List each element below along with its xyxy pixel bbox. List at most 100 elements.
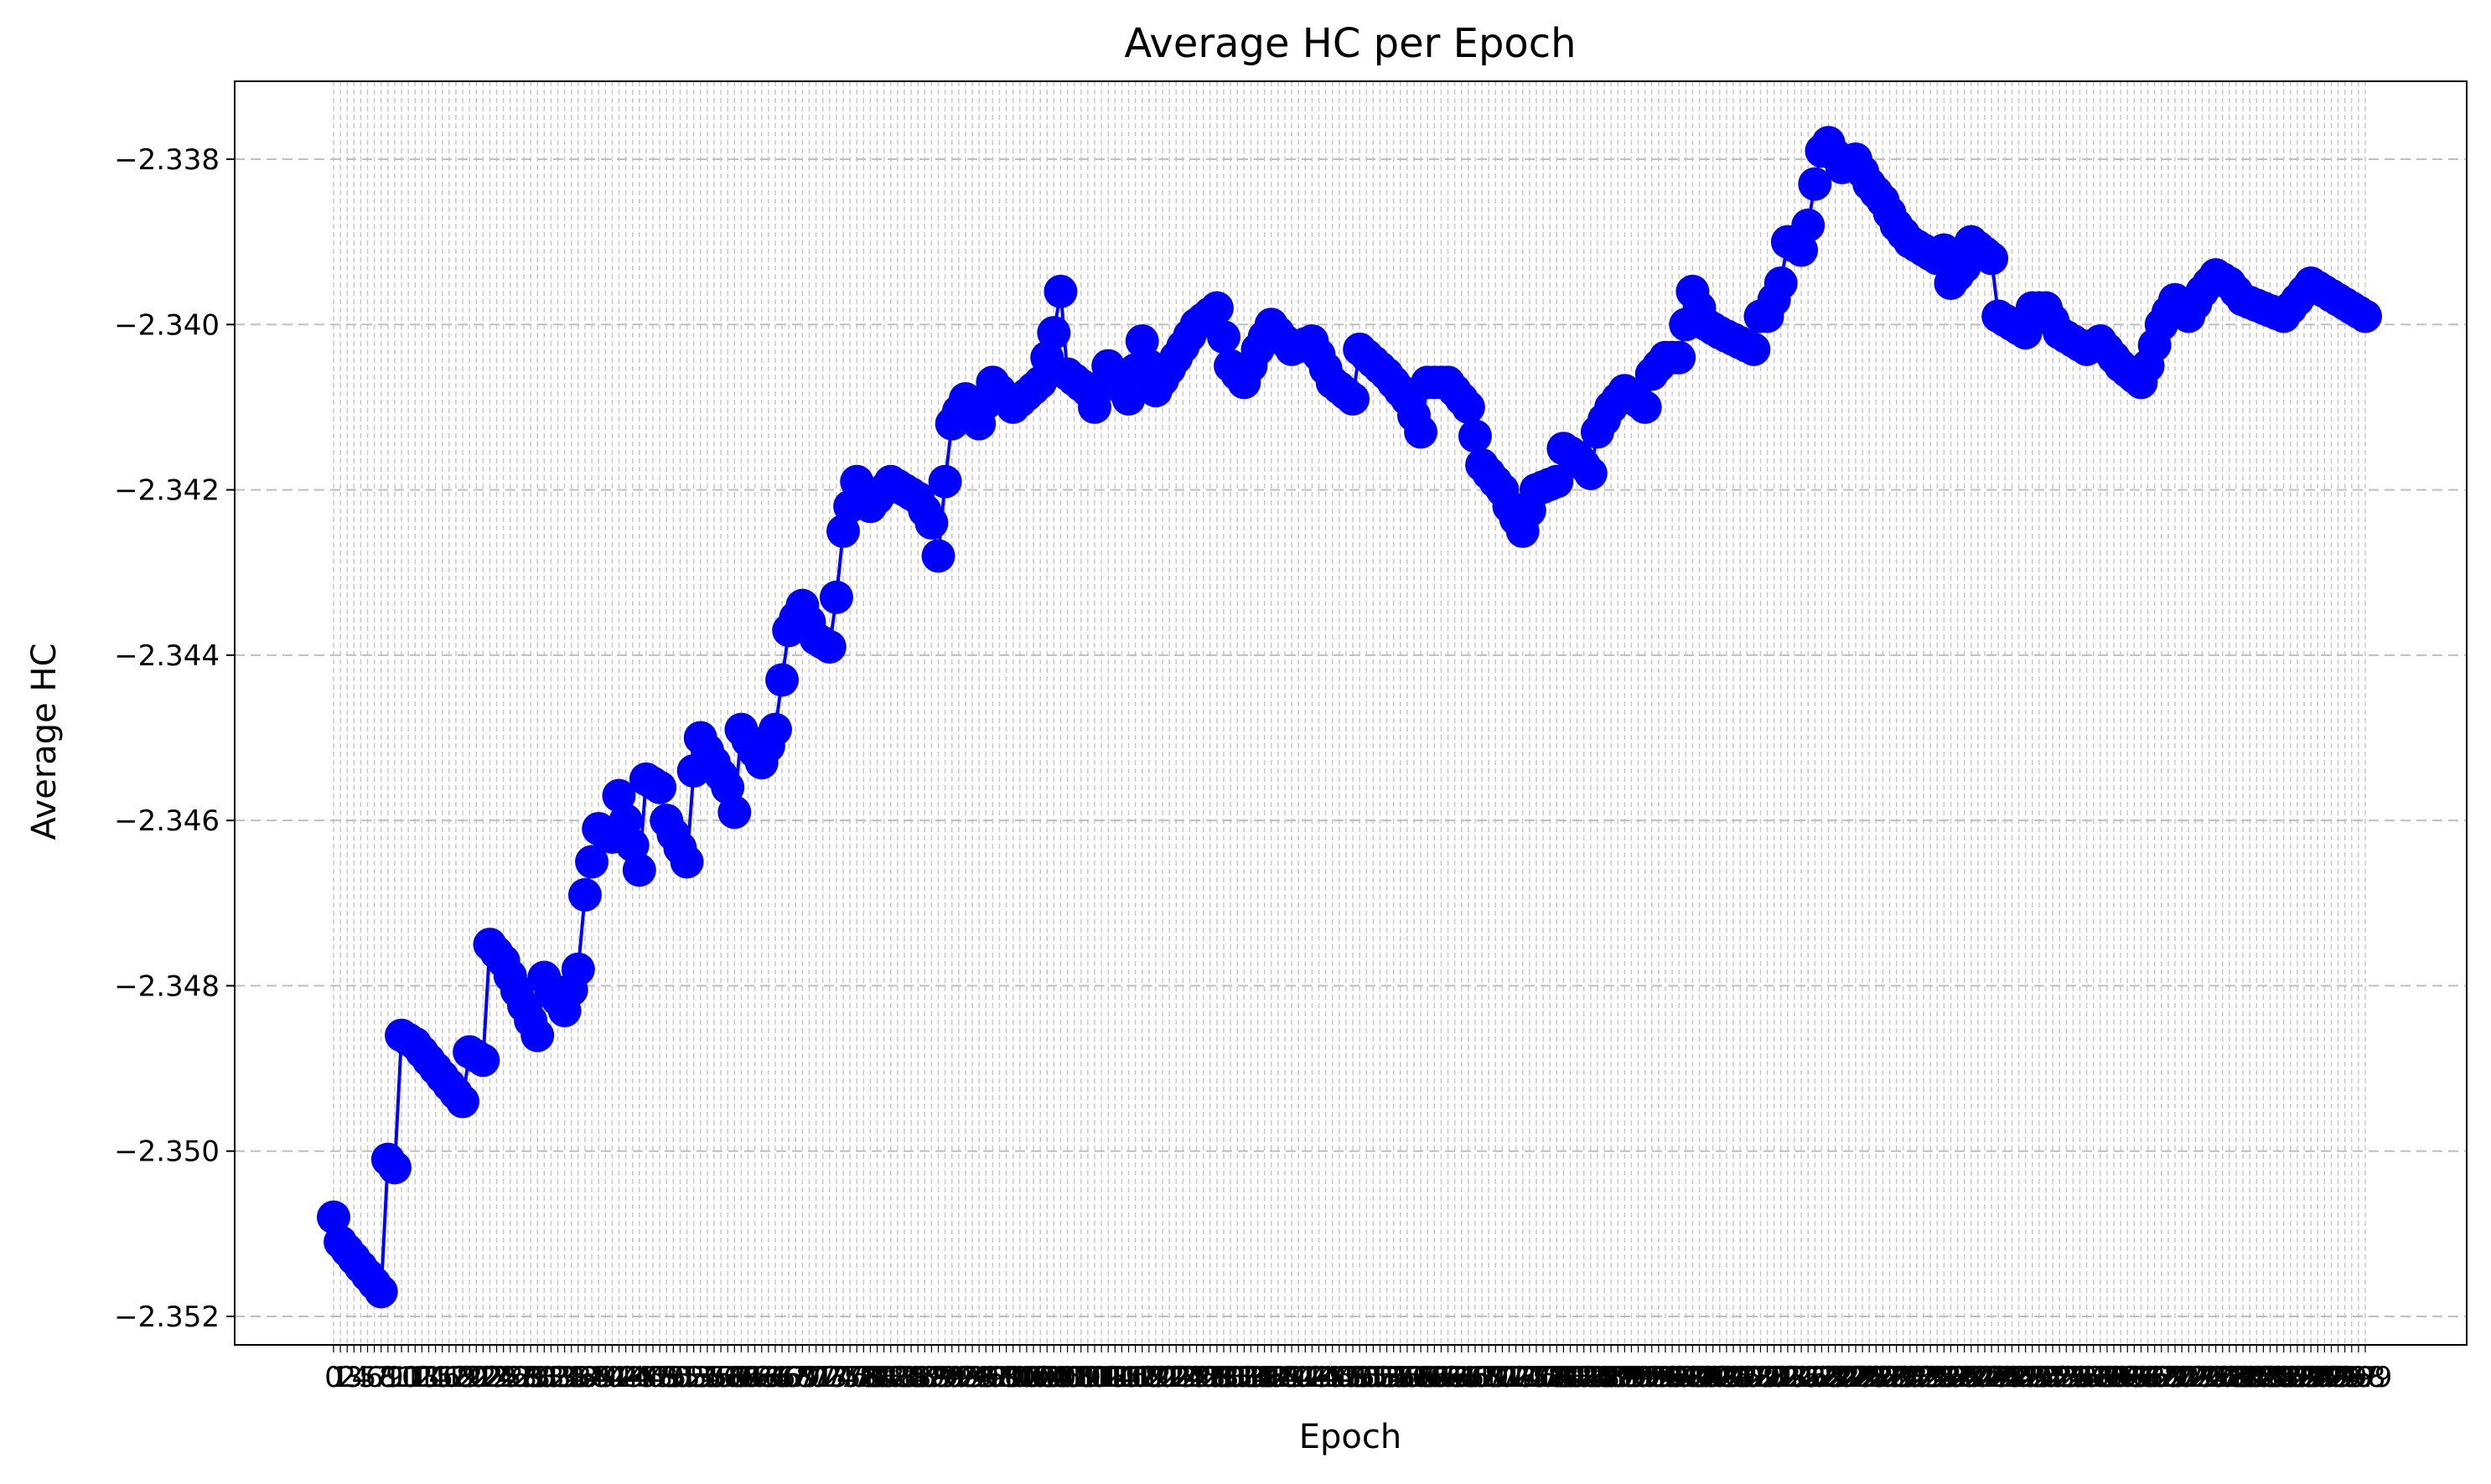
x-tick-label: 18: [438, 1361, 474, 1394]
x-tick-label: 109: [1047, 1361, 1101, 1394]
x-tick-label: 44: [614, 1361, 650, 1394]
x-tick-label: 88: [914, 1361, 950, 1394]
x-tick-label: 251: [2012, 1361, 2066, 1394]
x-tick-label: 216: [1774, 1361, 1829, 1394]
x-tick-label: 83: [879, 1361, 915, 1394]
x-tick-label: 24: [479, 1361, 515, 1394]
x-tick-label: 22: [465, 1361, 501, 1394]
x-tick-label: 143: [1278, 1361, 1333, 1394]
x-tick-label: 39: [581, 1361, 617, 1394]
data-point: [1763, 266, 1798, 300]
x-tick-label: 292: [2291, 1361, 2345, 1394]
x-tick-label: 61: [730, 1361, 766, 1394]
x-tick-label: 218: [1788, 1361, 1842, 1394]
x-tick-label: 36: [560, 1361, 596, 1394]
x-tick-label: 15: [417, 1361, 453, 1394]
x-tick-label: 85: [893, 1361, 929, 1394]
x-tick-label: 10: [383, 1361, 419, 1394]
x-tick-label: 169: [1455, 1361, 1510, 1394]
data-point: [1975, 241, 2009, 276]
x-tick-label: 57: [702, 1361, 738, 1394]
x-tick-label: 284: [2236, 1361, 2291, 1394]
x-tick-label: 162: [1407, 1361, 1462, 1394]
x-tick-label: 12: [397, 1361, 433, 1394]
x-tick-label: 125: [1156, 1361, 1210, 1394]
x-tick-label: 240: [1937, 1361, 1991, 1394]
x-tick-label: 183: [1550, 1361, 1604, 1394]
x-tick-label: 202: [1679, 1361, 1733, 1394]
x-tick-label: 233: [1889, 1361, 1944, 1394]
x-tick-label: 256: [2046, 1361, 2100, 1394]
x-tick-label: 232: [1882, 1361, 1937, 1394]
x-tick-label: 160: [1394, 1361, 1448, 1394]
x-tick-label: 149: [1318, 1361, 1373, 1394]
x-tick-label: 167: [1441, 1361, 1495, 1394]
chart-title: Average HC per Epoch: [1124, 20, 1576, 67]
x-tick-label: 166: [1434, 1361, 1489, 1394]
x-tick-label: 45: [621, 1361, 657, 1394]
x-tick-label: 101: [992, 1361, 1047, 1394]
x-tick-label: 159: [1387, 1361, 1442, 1394]
x-tick-label: 212: [1747, 1361, 1801, 1394]
x-tick-label: 81: [866, 1361, 902, 1394]
data-point: [575, 845, 609, 879]
x-tick-label: 234: [1897, 1361, 1951, 1394]
x-tick-label: 122: [1136, 1361, 1190, 1394]
x-tick-label: 280: [2209, 1361, 2264, 1394]
x-tick-label: 84: [886, 1361, 922, 1394]
x-tick-label: 199: [1659, 1361, 1713, 1394]
x-tick-label: 74: [818, 1361, 854, 1394]
x-tick-label: 242: [1950, 1361, 2005, 1394]
x-tick-label: 231: [1876, 1361, 1930, 1394]
x-tick-label: 181: [1536, 1361, 1591, 1394]
x-tick-label: 207: [1713, 1361, 1768, 1394]
x-tick-label: 63: [743, 1361, 779, 1394]
x-tick-label: 100: [986, 1361, 1040, 1394]
x-tick-label: 266: [2114, 1361, 2168, 1394]
x-tick-label: 274: [2168, 1361, 2223, 1394]
x-tick-label: 267: [2121, 1361, 2175, 1394]
x-tick-label: 138: [1244, 1361, 1298, 1394]
x-tick-label: 121: [1128, 1361, 1183, 1394]
x-tick-label: 32: [533, 1361, 569, 1394]
x-tick-label: 69: [785, 1361, 821, 1394]
x-tick-label: 205: [1699, 1361, 1753, 1394]
x-tick-label: 171: [1468, 1361, 1523, 1394]
x-tick-label: 80: [859, 1361, 895, 1394]
x-tick-label: 225: [1836, 1361, 1890, 1394]
x-tick-label: 272: [2155, 1361, 2209, 1394]
x-tick-label: 48: [642, 1361, 678, 1394]
x-tick-label: 127: [1169, 1361, 1224, 1394]
x-tick-label: 111: [1060, 1361, 1115, 1394]
x-tick-label: 79: [852, 1361, 888, 1394]
x-tick-label: 129: [1183, 1361, 1237, 1394]
x-tick-label: 114: [1081, 1361, 1136, 1394]
x-tick-label: 289: [2270, 1361, 2324, 1394]
x-tick-label: 55: [689, 1361, 725, 1394]
data-point: [670, 845, 704, 879]
x-tick-label: 228: [1856, 1361, 1910, 1394]
x-tick-label: 204: [1692, 1361, 1747, 1394]
x-tick-label: 168: [1448, 1361, 1503, 1394]
y-tick-label: −2.352: [114, 1300, 220, 1334]
x-tick-label: 66: [764, 1361, 800, 1394]
x-tick-label: 106: [1027, 1361, 1081, 1394]
x-tick-label: 31: [526, 1361, 562, 1394]
x-tick-label: 236: [1910, 1361, 1965, 1394]
x-tick-label: 99: [988, 1361, 1024, 1394]
x-tick-label: 219: [1794, 1361, 1849, 1394]
data-point: [1404, 415, 1438, 449]
x-tick-label: 190: [1598, 1361, 1652, 1394]
x-tick-label: 5: [359, 1361, 377, 1394]
x-tick-label: 163: [1414, 1361, 1468, 1394]
x-tick-label: 239: [1930, 1361, 1985, 1394]
y-tick-label: −2.348: [114, 970, 220, 1003]
x-tick-label: 7: [372, 1361, 391, 1394]
x-tick-label: 283: [2229, 1361, 2284, 1394]
data-point: [1199, 291, 1234, 325]
x-tick-label: 91: [934, 1361, 970, 1394]
data-point: [1798, 167, 1832, 201]
x-tick-label: 6: [365, 1361, 384, 1394]
x-tick-label: 296: [2318, 1361, 2372, 1394]
